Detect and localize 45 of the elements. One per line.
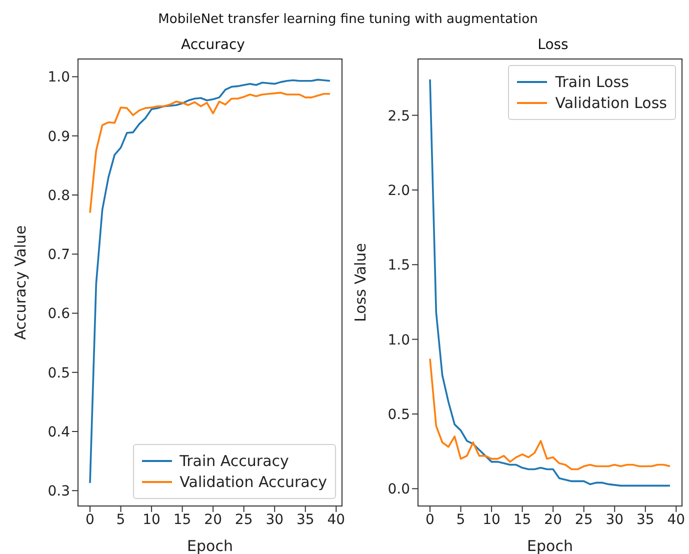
x-tick-label: 40 <box>327 512 346 528</box>
x-axis-title: Epoch <box>187 537 233 554</box>
x-tick-label: 30 <box>266 512 284 528</box>
text: MobileNet transfer learning fine tuning with augmentation <box>157 11 539 29</box>
legend-label: Train Accuracy <box>180 452 289 470</box>
line-series <box>89 92 331 214</box>
y-tick-label: 0.8 <box>48 188 70 204</box>
chart-title: Accuracy <box>180 37 246 55</box>
x-tick-label: 0 <box>426 512 434 528</box>
x-tick-label: 30 <box>606 512 624 528</box>
line-series <box>429 358 671 470</box>
x-tick-label: 15 <box>513 512 532 528</box>
chart-title: Loss <box>536 37 570 55</box>
x-tick-label: 25 <box>234 512 253 528</box>
x-tick-label: 10 <box>142 512 160 528</box>
y-tick-label: 0.9 <box>48 128 70 145</box>
x-tick-label: 5 <box>116 512 126 528</box>
x-tick-label: 40 <box>667 512 686 528</box>
y-tick-label: 1.0 <box>48 70 70 86</box>
y-tick-label: 0.4 <box>48 424 70 440</box>
y-axis-title: Accuracy Value <box>11 225 30 340</box>
y-tick-label: 1.0 <box>388 332 410 348</box>
x-tick-label: 10 <box>482 512 500 528</box>
x-tick-label: 35 <box>296 512 314 528</box>
x-tick-label: 20 <box>204 512 222 528</box>
x-tick-label: 5 <box>456 512 466 528</box>
x-tick-label: 0 <box>86 512 94 528</box>
y-axis-title: Loss Value <box>351 243 370 322</box>
legend-label: Train Loss <box>555 73 629 91</box>
y-tick-label: 2.5 <box>388 108 410 124</box>
x-tick-label: 25 <box>574 512 593 528</box>
y-tick-label: 0.6 <box>48 306 70 322</box>
y-tick-label: 0.7 <box>48 247 70 264</box>
x-tick-label: 20 <box>544 512 562 528</box>
x-tick-label: 15 <box>173 512 192 528</box>
legend-label: Validation Loss <box>555 94 667 112</box>
x-axis-title: Epoch <box>527 537 573 554</box>
y-tick-label: 1.5 <box>388 258 410 274</box>
y-tick-label: 0.0 <box>388 482 410 498</box>
x-tick-label: 35 <box>636 512 654 528</box>
legend-label: Validation Accuracy <box>180 473 327 491</box>
y-tick-label: 2.0 <box>388 182 410 199</box>
y-tick-label: 0.5 <box>48 365 70 382</box>
y-tick-label: 0.3 <box>48 484 70 500</box>
y-tick-label: 0.5 <box>388 406 410 423</box>
